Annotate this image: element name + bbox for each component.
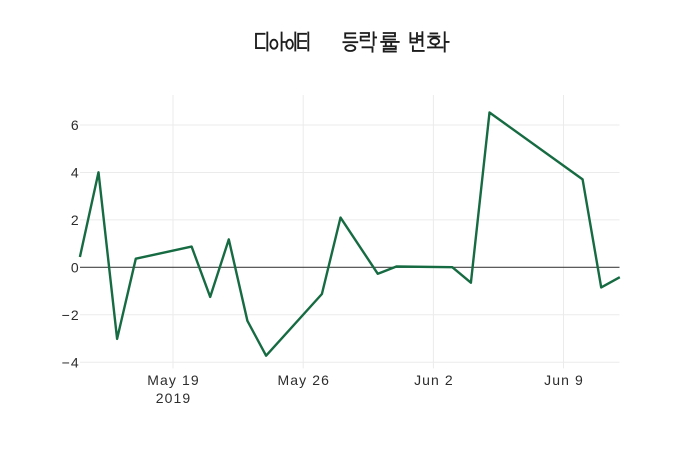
svg-text:Jun 9: Jun 9 <box>544 372 584 388</box>
svg-text:−4: −4 <box>62 354 80 370</box>
svg-text:May 26: May 26 <box>277 372 330 388</box>
svg-text:0: 0 <box>71 259 80 275</box>
svg-text:2019: 2019 <box>156 390 192 406</box>
svg-text:2: 2 <box>71 212 80 228</box>
svg-text:Jun 2: Jun 2 <box>414 372 454 388</box>
svg-text:4: 4 <box>71 164 80 180</box>
svg-text:6: 6 <box>71 117 80 133</box>
svg-text:−2: −2 <box>62 307 80 323</box>
svg-text:May 19: May 19 <box>147 372 200 388</box>
